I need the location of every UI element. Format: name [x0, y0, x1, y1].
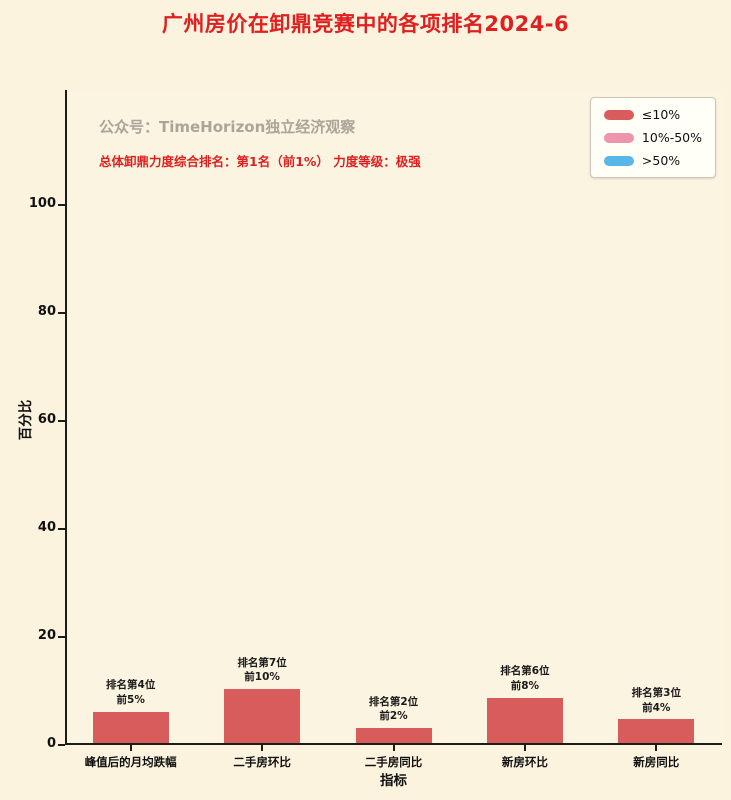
y-tick-mark — [58, 204, 65, 206]
y-tick-mark — [58, 744, 65, 746]
legend-label: 10%-50% — [641, 130, 702, 145]
y-tick-label: 60 — [37, 412, 56, 427]
x-tick-label: 二手房环比 — [233, 755, 291, 769]
y-tick-mark — [58, 528, 65, 530]
y-tick-mark — [58, 312, 65, 314]
legend-item: 10%-50% — [603, 130, 702, 145]
chart-title: 广州房价在卸鼎竞赛中的各项排名2024-6 — [161, 12, 570, 36]
y-tick-label: 100 — [28, 196, 56, 211]
bar-4 — [618, 719, 695, 743]
x-tick-mark — [129, 745, 132, 751]
x-tick-label: 新房环比 — [501, 755, 548, 769]
bar-0 — [92, 711, 169, 743]
legend-swatch-pink — [603, 132, 634, 143]
y-tick-label: 80 — [37, 304, 56, 319]
y-tick-label: 40 — [37, 520, 56, 535]
bar-value-label: 排名第4位 前5% — [106, 679, 156, 706]
bar-value-label: 排名第6位 前8% — [500, 665, 550, 692]
y-tick-label: 0 — [46, 736, 56, 751]
bar-1 — [224, 689, 301, 743]
y-tick-label: 20 — [37, 628, 56, 643]
x-tick-mark — [392, 745, 395, 751]
x-tick-label: 新房同比 — [633, 755, 680, 769]
bar-value-label: 排名第2位 前2% — [368, 695, 419, 723]
plot-area: 公众号：TimeHorizon独立经济观察 总体卸鼎力度综合排名：第1名（前1%… — [65, 90, 722, 745]
ranking-annotation: 总体卸鼎力度综合排名：第1名（前1%） 力度等级：极强 — [99, 154, 421, 169]
legend-label: >50% — [641, 153, 681, 168]
y-tick-mark — [58, 636, 65, 638]
x-tick-label: 二手房同比 — [364, 755, 423, 769]
bar-2 — [355, 727, 432, 743]
watermark-text: 公众号：TimeHorizon独立经济观察 — [99, 118, 356, 136]
x-tick-mark — [655, 745, 658, 751]
bar-3 — [486, 697, 563, 743]
legend-swatch-red — [603, 109, 634, 120]
legend-item: ≤10% — [603, 107, 702, 122]
x-tick-mark — [261, 745, 264, 751]
x-tick-mark — [523, 745, 526, 751]
y-tick-mark — [58, 420, 65, 422]
bar-value-label: 排名第3位 前4% — [631, 686, 681, 714]
bar-value-label: 排名第7位 前10% — [237, 656, 287, 684]
legend-item: >50% — [603, 153, 702, 168]
x-axis-label: 指标 — [380, 773, 407, 789]
legend: ≤10% 10%-50% >50% — [589, 97, 716, 178]
legend-label: ≤10% — [641, 107, 681, 122]
legend-swatch-blue — [603, 155, 634, 166]
x-tick-label: 峰值后的月均跌幅 — [84, 755, 177, 769]
